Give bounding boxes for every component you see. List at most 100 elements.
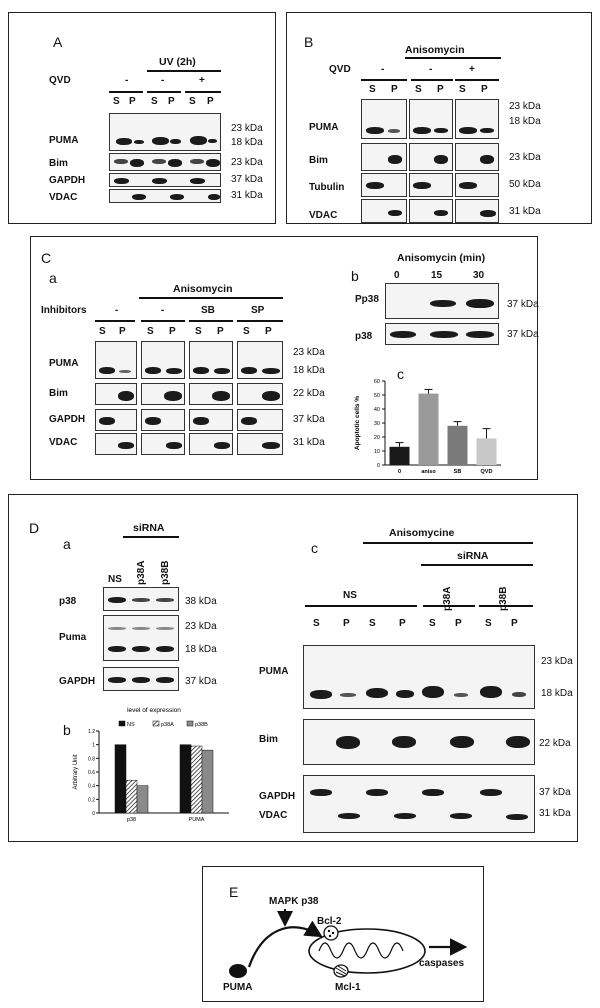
blot-ca-puma-4 bbox=[237, 341, 283, 379]
row-label-vdac: VDAC bbox=[259, 810, 288, 821]
row-label-gapdh: GAPDH bbox=[59, 676, 96, 687]
kda-a-2: 18 kDa bbox=[231, 137, 263, 148]
blot-a-vdac bbox=[109, 189, 221, 203]
row-label-bim: Bim bbox=[309, 155, 328, 166]
panel-ca-treatment-rule bbox=[139, 297, 283, 299]
row-label-puma: PUMA bbox=[49, 135, 79, 146]
bar bbox=[447, 425, 468, 465]
y-tick-label: 0.2 bbox=[88, 797, 95, 803]
blot-a-puma bbox=[109, 113, 221, 151]
row-label-puma: PUMA bbox=[49, 358, 79, 369]
panel-a: A UV (2h) QVD - - + S P S P S P PUMA Bim… bbox=[8, 12, 276, 224]
row-label-tubulin: Tubulin bbox=[309, 182, 345, 193]
bcl2-node bbox=[323, 925, 339, 941]
lane-label: P bbox=[437, 84, 444, 95]
panel-ca-inhib-4: SP bbox=[251, 305, 265, 316]
blot-b-puma-3 bbox=[455, 99, 499, 139]
blot-ca-puma-2 bbox=[141, 341, 185, 379]
kda-dc-3: 22 kDa bbox=[539, 738, 571, 749]
blot-b-vdac-2 bbox=[409, 199, 453, 223]
panel-ca-inhib-3: SB bbox=[201, 305, 215, 316]
panel-c-letter: C bbox=[41, 250, 52, 266]
blot-da-puma bbox=[103, 615, 179, 661]
puma-node bbox=[229, 964, 247, 978]
lane-label: P bbox=[399, 618, 406, 629]
blot-ca-vdac-3 bbox=[189, 433, 233, 455]
panel-da-lane-p38a: p38A bbox=[136, 560, 147, 585]
bar bbox=[114, 744, 127, 814]
blot-ca-bim-4 bbox=[237, 383, 283, 405]
lane-label: S bbox=[99, 326, 106, 337]
lane-label: S bbox=[369, 84, 376, 95]
lane-label: P bbox=[391, 84, 398, 95]
blot-ca-gapdh-1 bbox=[95, 409, 137, 431]
panel-b-qvd-rule-3 bbox=[455, 79, 499, 81]
panel-dc-group-p38b: p38B bbox=[498, 586, 509, 611]
kda-b-3: 23 kDa bbox=[509, 152, 541, 163]
blot-dc-puma bbox=[303, 645, 535, 709]
panel-dc-treatment: Anisomycine bbox=[389, 527, 455, 539]
expression-bar-chart: level of expression NS p38A p38B 0 0.2 0.4 0.6 0… bbox=[73, 707, 229, 823]
row-label-vdac: VDAC bbox=[309, 210, 338, 221]
panel-b-treatment: Anisomycin bbox=[405, 44, 465, 56]
y-tick-label: 0 bbox=[377, 463, 380, 469]
kda-cb-2: 37 kDa bbox=[507, 329, 539, 340]
panel-ca-inhib-rule-2 bbox=[141, 320, 185, 322]
legend-label: NS bbox=[127, 722, 135, 728]
lane-label: S bbox=[415, 84, 422, 95]
pathway-diagram bbox=[229, 909, 468, 978]
blot-b-tubulin-3 bbox=[455, 173, 499, 197]
panel-cb-letter: b bbox=[351, 268, 359, 284]
lane-label: P bbox=[129, 96, 136, 107]
row-label-bim: Bim bbox=[49, 388, 68, 399]
kda-dc-5: 31 kDa bbox=[539, 808, 571, 819]
kda-a-5: 31 kDa bbox=[231, 190, 263, 201]
panel-b-qvd-rule-1 bbox=[361, 79, 407, 81]
blot-ca-bim-1 bbox=[95, 383, 137, 405]
lane-label: S bbox=[189, 96, 196, 107]
row-label-puma: Puma bbox=[59, 632, 87, 643]
blot-ca-bim-3 bbox=[189, 383, 233, 405]
lane-label: P bbox=[343, 618, 350, 629]
kda-da-4: 37 kDa bbox=[185, 676, 217, 687]
y-tick-label: 0 bbox=[92, 811, 95, 817]
panel-b-qvd-3: + bbox=[469, 64, 475, 75]
bar bbox=[201, 749, 214, 814]
kda-dc-2: 18 kDa bbox=[541, 688, 573, 699]
bar bbox=[190, 745, 203, 814]
blot-ca-vdac-4 bbox=[237, 433, 283, 455]
kda-da-3: 18 kDa bbox=[185, 644, 217, 655]
bar bbox=[418, 393, 439, 465]
blot-da-p38 bbox=[103, 587, 179, 611]
lane-label: S bbox=[151, 96, 158, 107]
row-label-bim: Bim bbox=[49, 158, 68, 169]
legend-label: p38B bbox=[195, 722, 208, 728]
puma-label: PUMA bbox=[223, 982, 253, 993]
blot-b-tubulin-1 bbox=[361, 173, 407, 197]
row-label-vdac: VDAC bbox=[49, 437, 78, 448]
kda-cb-1: 37 kDa bbox=[507, 299, 539, 310]
y-tick-label: 0.8 bbox=[88, 756, 95, 762]
panel-b-qvd-rule-2 bbox=[411, 79, 453, 81]
kda-b-5: 31 kDa bbox=[509, 206, 541, 217]
lane-label: P bbox=[481, 84, 488, 95]
y-tick-label: 20 bbox=[374, 435, 380, 441]
panel-a-uv-rule bbox=[147, 70, 221, 72]
y-tick-label: 50 bbox=[374, 393, 380, 399]
x-tick-label: 0 bbox=[398, 469, 401, 475]
blot-b-vdac-3 bbox=[455, 199, 499, 223]
kda-a-4: 37 kDa bbox=[231, 174, 263, 185]
kda-ca-5: 31 kDa bbox=[293, 437, 325, 448]
blot-a-bim bbox=[109, 153, 221, 171]
bar bbox=[125, 779, 138, 814]
panel-a-qvd-rule-2 bbox=[147, 91, 181, 93]
panel-ca-inhib-rule-1 bbox=[95, 320, 135, 322]
lane-label: S bbox=[113, 96, 120, 107]
lane-label: P bbox=[511, 618, 518, 629]
panel-ca-inhib-rule-4 bbox=[237, 320, 283, 322]
blot-b-vdac-1 bbox=[361, 199, 407, 223]
panel-b-qvd-1: - bbox=[381, 64, 385, 75]
apoptosis-bar-chart: 0 10 20 30 40 50 60 Apoptotic cells % 0 aniso SB QV… bbox=[354, 379, 501, 475]
lane-label: S bbox=[369, 618, 376, 629]
kda-ca-4: 37 kDa bbox=[293, 414, 325, 425]
